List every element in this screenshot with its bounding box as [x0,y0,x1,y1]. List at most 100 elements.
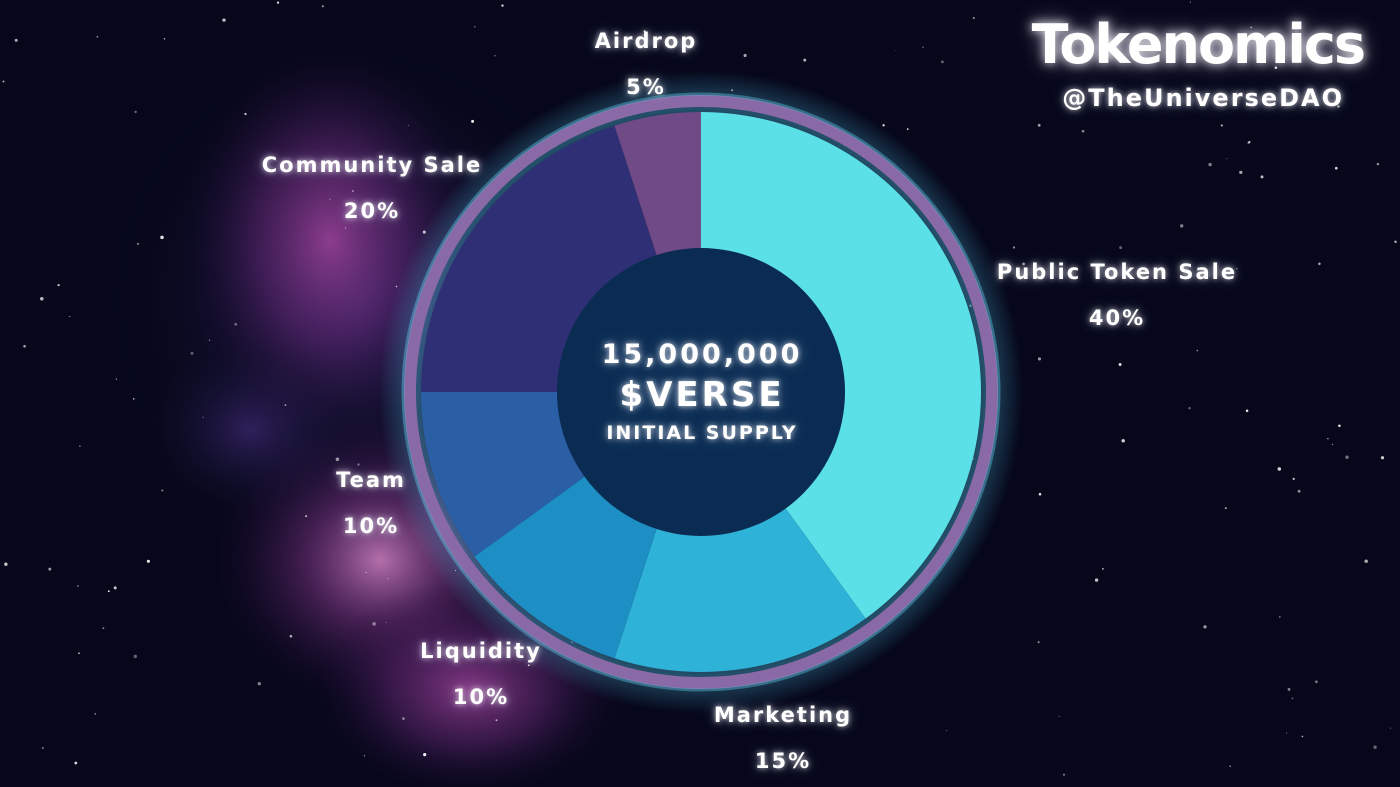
star [1287,687,1291,691]
label-marketing: Marketing 15% [623,692,943,784]
slice-percent: 15% [754,749,812,773]
star [1189,1,1191,3]
star [4,562,8,566]
star [136,242,140,245]
star [234,322,238,326]
label-liquidity: Liquidity 10% [321,628,641,720]
donut-outer-glow [401,92,1001,692]
label-team: Team 10% [211,457,531,549]
slice-name: Team [336,468,406,492]
star [1274,66,1278,70]
star [190,351,194,355]
star [1236,267,1238,270]
star [941,60,944,64]
star [1058,715,1060,717]
star [23,344,26,348]
star [474,26,476,28]
slice-percent: 40% [1088,306,1146,330]
star [1394,240,1397,243]
star [1102,568,1104,570]
star [1121,439,1125,443]
star [329,198,331,200]
star [42,747,44,749]
star [1203,625,1207,629]
star [1229,765,1232,768]
slice-percent: 20% [343,199,401,223]
star [407,124,409,126]
donut-outer-ring [404,95,998,689]
star [160,235,164,240]
star [115,378,118,380]
slice-name: Community Sale [261,153,483,177]
slice-marketing [614,392,866,673]
star [1037,357,1042,361]
star [1196,349,1199,352]
star [972,17,975,19]
star [1373,745,1377,749]
star [1226,158,1228,160]
label-community-sale: Community Sale 20% [212,142,532,234]
star [527,664,530,667]
star [335,457,340,462]
star [402,717,405,720]
center-label: 15,000,000 $VERSE INITIAL SUPPLY [570,336,834,450]
star [1180,224,1184,228]
star [1389,727,1391,729]
star [1332,443,1334,446]
star [74,761,78,765]
star [96,35,99,38]
star [1292,477,1295,481]
star [387,578,389,579]
star [906,128,909,130]
star [208,339,211,341]
page-title: Tokenomics [1031,13,1366,76]
star [1314,680,1318,684]
star [1337,105,1340,108]
star [1063,773,1065,776]
slice-name: Airdrop [594,29,698,53]
slice-name: Marketing [713,703,853,727]
supply-amount: 15,000,000 [601,339,803,370]
star [501,4,504,7]
supply-caption: INITIAL SUPPLY [606,422,798,444]
star [133,654,138,659]
star [882,124,885,127]
star [1248,140,1251,144]
star [423,753,427,757]
star [161,489,164,492]
slice-percent: 10% [342,514,400,538]
star [222,18,226,22]
star [163,38,166,40]
slice-name: Liquidity [420,639,542,663]
star [1188,407,1191,410]
star [289,634,293,638]
star [922,46,924,48]
star [1094,578,1099,582]
star [1038,492,1042,496]
star [113,586,117,590]
star [365,572,367,573]
star [107,590,110,593]
star [79,445,81,447]
star [57,283,60,287]
label-airdrop: Airdrop 5% [486,18,806,110]
star [1260,175,1264,179]
star [1012,246,1016,249]
star [1291,697,1294,700]
star [284,404,287,406]
star [1277,467,1282,471]
star [1338,424,1341,427]
star [1119,246,1123,250]
donut-center [557,248,845,536]
star [69,315,71,318]
star [146,559,150,563]
star [1239,170,1243,175]
star [1208,162,1212,167]
star [2,80,5,83]
star [1037,123,1041,127]
star [1250,26,1253,29]
star [1118,363,1122,366]
slice-percent: 10% [452,685,510,709]
star [1364,559,1368,563]
